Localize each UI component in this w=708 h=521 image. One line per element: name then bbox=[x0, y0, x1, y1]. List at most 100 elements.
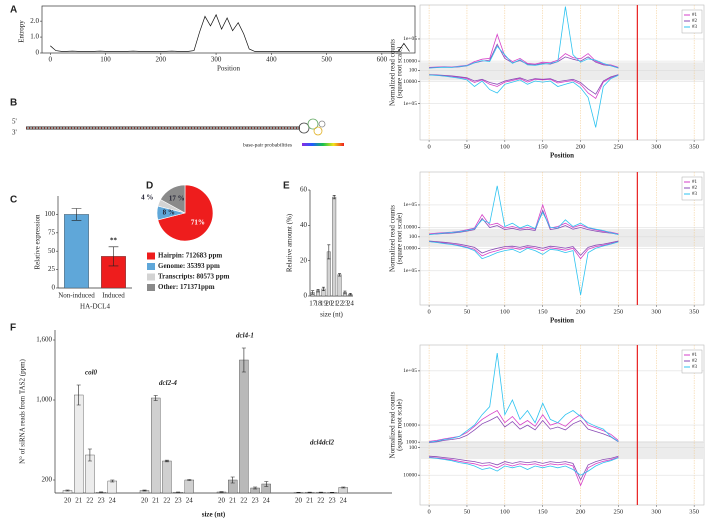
x-tick-label: Induced bbox=[102, 292, 125, 300]
x-axis-label: HA-DCL4 bbox=[80, 303, 110, 311]
bpp-color-bar bbox=[302, 143, 344, 146]
y-axis-label: Relative expression bbox=[34, 214, 42, 270]
legend-label: #1 bbox=[692, 353, 698, 358]
center-band bbox=[420, 62, 704, 81]
legend-label: Genome: 35393 ppm bbox=[158, 262, 220, 270]
y-tick-label: 25 bbox=[48, 265, 56, 273]
x-tick-label: Non-induced bbox=[58, 292, 95, 300]
y-tick-label: 0 bbox=[304, 292, 308, 300]
legend-label: Transcripts: 80573 ppm bbox=[158, 273, 230, 281]
x-tick-label: 350 bbox=[689, 143, 699, 150]
error-bar bbox=[76, 384, 81, 406]
panel-letter: A bbox=[10, 5, 17, 16]
bar bbox=[107, 480, 118, 494]
x-axis-label: Position bbox=[550, 152, 574, 160]
x-tick-label: 23 bbox=[98, 497, 106, 505]
bar bbox=[73, 394, 84, 494]
x-tick-label: 22 bbox=[86, 497, 94, 505]
x-tick-label: 300 bbox=[211, 56, 222, 64]
center-band bbox=[420, 441, 704, 460]
y-tick-label: 75 bbox=[48, 228, 56, 236]
y-tick-label: 10000 bbox=[403, 225, 417, 231]
legend-label: #2 bbox=[692, 359, 698, 364]
x-tick-label: 24 bbox=[109, 497, 117, 505]
legend-label: #2 bbox=[692, 186, 698, 191]
y-tick-label: 1,000 bbox=[36, 396, 52, 404]
error-bar bbox=[99, 491, 104, 493]
y-tick-label: 10000 bbox=[403, 422, 417, 428]
x-tick-label: 300 bbox=[651, 143, 661, 150]
y-tick-label: 50 bbox=[48, 247, 56, 255]
x-tick-label: 250 bbox=[614, 308, 624, 315]
bar bbox=[332, 196, 337, 297]
x-axis-label: Position bbox=[217, 65, 240, 73]
x-tick-label: 300 bbox=[651, 508, 661, 515]
sense-line bbox=[429, 415, 619, 443]
legend-swatch bbox=[147, 284, 155, 291]
x-tick-label: 24 bbox=[347, 300, 355, 308]
sense-line bbox=[429, 185, 619, 235]
x-tick-label: 50 bbox=[464, 308, 471, 315]
x-tick-label: 24 bbox=[340, 497, 348, 505]
error-bar bbox=[343, 290, 347, 295]
x-tick-label: 50 bbox=[464, 508, 471, 515]
y-tick-label: 2.0 bbox=[30, 17, 39, 25]
y-tick-label: 20 bbox=[300, 256, 308, 264]
x-tick-label: 400 bbox=[266, 56, 277, 64]
y-axis-label: (square root scale) bbox=[396, 46, 404, 98]
bar bbox=[64, 214, 89, 289]
x-tick-label: 300 bbox=[651, 308, 661, 315]
legend-label: #3 bbox=[692, 25, 698, 30]
error-bar bbox=[332, 195, 336, 200]
x-tick-label: 350 bbox=[689, 508, 699, 515]
x-tick-label: 0 bbox=[427, 508, 430, 515]
five-prime-label: 5' bbox=[12, 118, 17, 126]
y-tick-label: 40 bbox=[300, 221, 308, 229]
error-bar bbox=[348, 293, 352, 296]
x-tick-label: 24 bbox=[186, 497, 194, 505]
x-tick-label: 23 bbox=[341, 300, 349, 308]
antisense-line bbox=[429, 457, 619, 476]
x-tick-label: 50 bbox=[464, 143, 471, 150]
error-bar bbox=[230, 476, 235, 484]
y-tick-label: 1000 bbox=[406, 439, 417, 445]
panel-letter: D bbox=[146, 181, 153, 192]
slice-label: 8 % bbox=[163, 209, 175, 217]
x-tick-label: 150 bbox=[538, 508, 548, 515]
x-tick-label: 20 bbox=[64, 497, 72, 505]
x-tick-label: 21 bbox=[152, 497, 160, 505]
x-tick-label: 0 bbox=[49, 56, 53, 64]
error-bar bbox=[321, 286, 325, 291]
pie-slice bbox=[160, 184, 186, 214]
x-tick-label: 200 bbox=[576, 508, 586, 515]
bpp-legend-label: base-pair probabilities bbox=[243, 142, 292, 148]
legend-label: #3 bbox=[692, 192, 698, 197]
bar bbox=[338, 487, 348, 494]
antisense-line bbox=[429, 240, 619, 256]
y-axis-label: Entropy bbox=[18, 20, 26, 43]
error-bar bbox=[153, 395, 158, 401]
x-tick-label: 23 bbox=[329, 497, 337, 505]
antisense-line bbox=[429, 241, 619, 260]
group-label: dcl4dcl2 bbox=[310, 439, 335, 447]
x-axis-label: size (nt) bbox=[202, 511, 226, 519]
x-tick-label: 23 bbox=[252, 497, 260, 505]
x-tick-label: 21 bbox=[229, 497, 237, 505]
error-bar bbox=[253, 486, 258, 490]
error-bar bbox=[327, 244, 331, 260]
x-tick-label: 19 bbox=[320, 300, 328, 308]
y-tick-label: 10000 bbox=[403, 79, 417, 85]
y-axis-label: (square root scale) bbox=[396, 398, 404, 450]
x-tick-label: 21 bbox=[75, 497, 83, 505]
legend-label: Hairpin: 712683 ppm bbox=[158, 252, 222, 260]
slice-label: 71% bbox=[191, 219, 205, 227]
error-bar bbox=[110, 479, 115, 483]
y-tick-label: 10000 bbox=[403, 58, 417, 64]
loop bbox=[313, 126, 323, 136]
error-bar bbox=[142, 489, 147, 492]
x-tick-label: 22 bbox=[163, 497, 171, 505]
y-tick-label: 1,600 bbox=[36, 336, 52, 344]
y-tick-label: 10000 bbox=[403, 246, 417, 252]
x-tick-label: 0 bbox=[427, 143, 430, 150]
antisense-line bbox=[429, 455, 619, 481]
